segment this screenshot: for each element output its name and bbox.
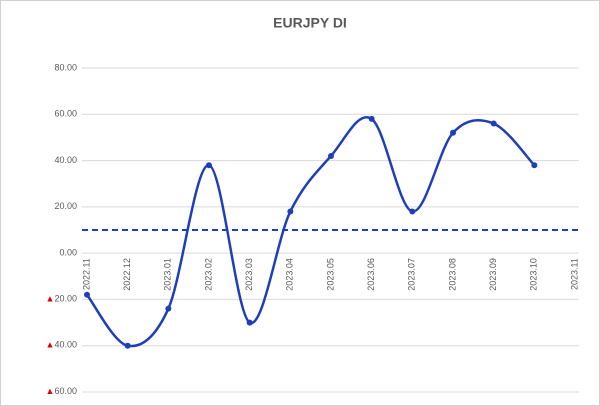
data-point [124,342,131,349]
data-point [531,162,538,169]
y-tick-label: 60.00 [54,109,77,119]
data-point [206,162,212,169]
data-point [165,305,172,312]
x-tick-label: 2023.05 [325,258,335,291]
x-tick-label: 2022.11 [81,258,91,290]
y-tick-label: 40.00 [54,155,77,165]
x-tick-label: 2023.09 [488,258,498,291]
chart-title: EURJPY DI [273,15,347,31]
data-point [328,152,334,159]
y-tick-label: ▲40.00 [46,340,77,350]
data-point [409,208,416,215]
x-tick-label: 2023.03 [244,258,254,291]
y-tick-label: 20.00 [54,201,77,211]
x-tick-label: 2023.01 [163,258,173,291]
x-tick-label: 2023.11 [569,258,579,290]
data-point [368,115,375,122]
data-point [84,291,90,298]
x-tick-label: 2023.10 [529,258,539,291]
y-tick-label: ▲60.00 [46,386,77,396]
y-tick-label: ▲20.00 [46,294,77,304]
x-tick-label: 2023.07 [407,258,417,291]
y-tick-label: 0.00 [59,248,77,258]
x-tick-label: 2023.04 [285,258,295,291]
y-tick-label: 80.00 [54,62,77,72]
x-tick-label: 2023.02 [203,258,213,291]
x-tick-label: 2023.08 [447,258,457,291]
data-point [450,129,456,136]
x-tick-label: 2022.12 [122,258,132,291]
data-point [287,208,294,215]
data-point [490,120,497,127]
data-point [246,319,253,326]
x-tick-label: 2023.06 [366,258,376,291]
